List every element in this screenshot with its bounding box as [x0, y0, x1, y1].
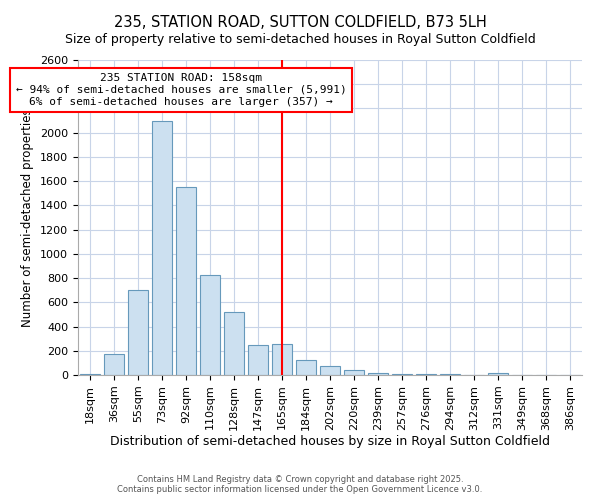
Bar	[248, 344, 268, 375]
Bar	[344, 370, 364, 375]
Bar	[104, 354, 124, 375]
Bar	[320, 366, 340, 375]
Bar	[200, 275, 220, 375]
Bar	[416, 374, 436, 375]
Bar	[488, 372, 508, 375]
Y-axis label: Number of semi-detached properties: Number of semi-detached properties	[22, 108, 34, 327]
X-axis label: Distribution of semi-detached houses by size in Royal Sutton Coldfield: Distribution of semi-detached houses by …	[110, 436, 550, 448]
Text: Contains HM Land Registry data © Crown copyright and database right 2025.
Contai: Contains HM Land Registry data © Crown c…	[118, 474, 482, 494]
Text: Size of property relative to semi-detached houses in Royal Sutton Coldfield: Size of property relative to semi-detach…	[65, 32, 535, 46]
Bar	[296, 360, 316, 375]
Text: 235 STATION ROAD: 158sqm
← 94% of semi-detached houses are smaller (5,991)
6% of: 235 STATION ROAD: 158sqm ← 94% of semi-d…	[16, 74, 347, 106]
Bar	[368, 372, 388, 375]
Bar	[152, 120, 172, 375]
Bar	[392, 374, 412, 375]
Bar	[128, 290, 148, 375]
Text: 235, STATION ROAD, SUTTON COLDFIELD, B73 5LH: 235, STATION ROAD, SUTTON COLDFIELD, B73…	[113, 15, 487, 30]
Bar	[272, 344, 292, 375]
Bar	[80, 374, 100, 375]
Bar	[176, 187, 196, 375]
Bar	[224, 312, 244, 375]
Bar	[440, 374, 460, 375]
